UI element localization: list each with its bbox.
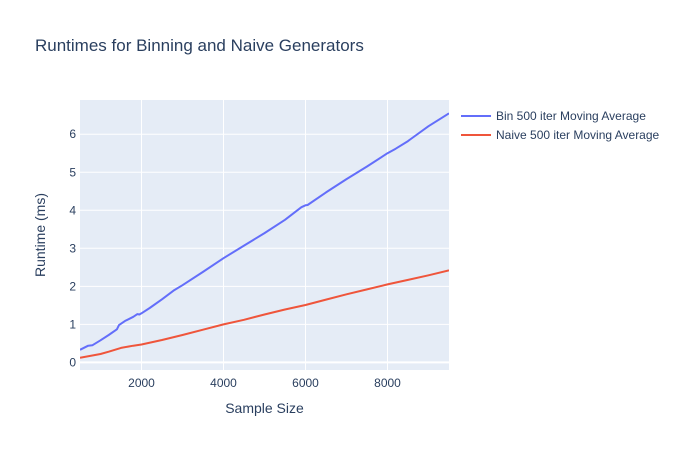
x-tick-labels: 2000 4000 6000 8000 (128, 376, 401, 390)
x-tick-label: 2000 (128, 376, 155, 390)
series-line-2 (80, 269, 449, 359)
legend-label: Bin 500 iter Moving Average (496, 109, 646, 123)
legend[interactable]: Bin 500 iter Moving Average Naive 500 ite… (461, 109, 660, 142)
y-tick-label: 4 (69, 203, 76, 217)
chart-title: Runtimes for Binning and Naive Generator… (35, 36, 364, 55)
y-tick-label: 5 (69, 165, 76, 179)
plot-area (80, 100, 449, 370)
series-line-1 (80, 112, 449, 351)
grid-lines (80, 100, 449, 370)
x-tick-label: 4000 (210, 376, 237, 390)
y-tick-label: 6 (69, 127, 76, 141)
x-tick-label: 8000 (374, 376, 401, 390)
y-tick-labels: 0 1 2 3 4 5 6 (69, 127, 76, 369)
y-tick-label: 3 (69, 241, 76, 255)
y-axis-title: Runtime (ms) (32, 193, 48, 277)
series-lines (80, 112, 449, 359)
legend-item-2[interactable]: Naive 500 iter Moving Average (461, 128, 660, 142)
legend-label: Naive 500 iter Moving Average (496, 128, 660, 142)
legend-item-1[interactable]: Bin 500 iter Moving Average (461, 109, 646, 123)
x-tick-label: 6000 (292, 376, 319, 390)
y-tick-label: 1 (69, 317, 76, 331)
y-tick-label: 2 (69, 279, 76, 293)
y-tick-label: 0 (69, 355, 76, 369)
x-axis-title: Sample Size (225, 400, 304, 416)
